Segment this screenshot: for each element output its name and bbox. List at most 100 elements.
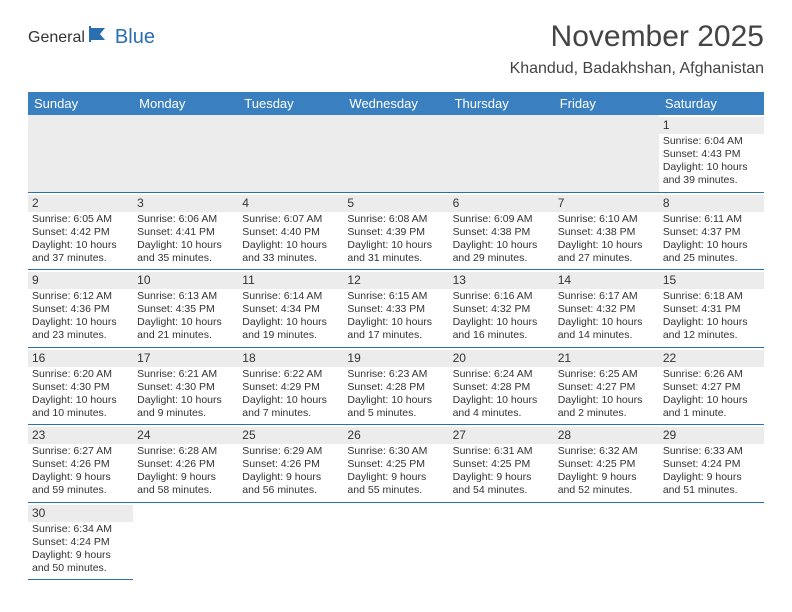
title-block: November 2025 Khandud, Badakhshan, Afgha… [510,20,764,78]
sunrise-line: Sunrise: 6:18 AM [663,290,760,303]
day-details: Sunrise: 6:14 AMSunset: 4:34 PMDaylight:… [242,290,339,343]
day-details: Sunrise: 6:12 AMSunset: 4:36 PMDaylight:… [32,290,129,343]
day-number: 30 [28,505,133,522]
sunrise-line: Sunrise: 6:28 AM [137,445,234,458]
day-details: Sunrise: 6:07 AMSunset: 4:40 PMDaylight:… [242,213,339,266]
sunset-line: Sunset: 4:26 PM [32,458,129,471]
day-cell: 1Sunrise: 6:04 AMSunset: 4:43 PMDaylight… [659,115,764,192]
daylight-line: Daylight: 9 hours and 51 minutes. [663,471,760,497]
sunset-line: Sunset: 4:35 PM [137,303,234,316]
day-details: Sunrise: 6:15 AMSunset: 4:33 PMDaylight:… [347,290,444,343]
sunrise-line: Sunrise: 6:16 AM [453,290,550,303]
day-number: 2 [28,195,133,212]
day-number: 4 [238,195,343,212]
day-cell: 20Sunrise: 6:24 AMSunset: 4:28 PMDayligh… [449,347,554,425]
daylight-line: Daylight: 10 hours and 7 minutes. [242,394,339,420]
day-cell: 24Sunrise: 6:28 AMSunset: 4:26 PMDayligh… [133,425,238,503]
empty-cell [659,502,764,580]
day-cell: 16Sunrise: 6:20 AMSunset: 4:30 PMDayligh… [28,347,133,425]
day-details: Sunrise: 6:21 AMSunset: 4:30 PMDaylight:… [137,368,234,421]
daylight-line: Daylight: 10 hours and 19 minutes. [242,316,339,342]
day-number: 8 [659,195,764,212]
day-number: 22 [659,350,764,367]
day-number: 10 [133,272,238,289]
day-cell: 13Sunrise: 6:16 AMSunset: 4:32 PMDayligh… [449,270,554,348]
day-number: 1 [659,117,764,134]
day-cell: 22Sunrise: 6:26 AMSunset: 4:27 PMDayligh… [659,347,764,425]
day-number: 5 [343,195,448,212]
day-details: Sunrise: 6:23 AMSunset: 4:28 PMDaylight:… [347,368,444,421]
day-cell: 18Sunrise: 6:22 AMSunset: 4:29 PMDayligh… [238,347,343,425]
day-details: Sunrise: 6:10 AMSunset: 4:38 PMDaylight:… [558,213,655,266]
day-number: 18 [238,350,343,367]
day-details: Sunrise: 6:31 AMSunset: 4:25 PMDaylight:… [453,445,550,498]
calendar-table: Sunday Monday Tuesday Wednesday Thursday… [28,92,764,580]
daylight-line: Daylight: 9 hours and 52 minutes. [558,471,655,497]
empty-cell [343,502,448,580]
day-number: 26 [343,427,448,444]
day-cell: 21Sunrise: 6:25 AMSunset: 4:27 PMDayligh… [554,347,659,425]
sunset-line: Sunset: 4:25 PM [347,458,444,471]
sunrise-line: Sunrise: 6:24 AM [453,368,550,381]
daylight-line: Daylight: 10 hours and 10 minutes. [32,394,129,420]
daylight-line: Daylight: 10 hours and 1 minute. [663,394,760,420]
daylight-line: Daylight: 10 hours and 5 minutes. [347,394,444,420]
day-details: Sunrise: 6:17 AMSunset: 4:32 PMDaylight:… [558,290,655,343]
empty-cell [343,115,448,192]
day-cell: 10Sunrise: 6:13 AMSunset: 4:35 PMDayligh… [133,270,238,348]
day-number: 7 [554,195,659,212]
daylight-line: Daylight: 10 hours and 29 minutes. [453,239,550,265]
daylight-line: Daylight: 9 hours and 59 minutes. [32,471,129,497]
sunrise-line: Sunrise: 6:08 AM [347,213,444,226]
sunrise-line: Sunrise: 6:33 AM [663,445,760,458]
daylight-line: Daylight: 10 hours and 12 minutes. [663,316,760,342]
day-cell: 17Sunrise: 6:21 AMSunset: 4:30 PMDayligh… [133,347,238,425]
day-details: Sunrise: 6:11 AMSunset: 4:37 PMDaylight:… [663,213,760,266]
day-details: Sunrise: 6:06 AMSunset: 4:41 PMDaylight:… [137,213,234,266]
sunset-line: Sunset: 4:25 PM [453,458,550,471]
day-cell: 29Sunrise: 6:33 AMSunset: 4:24 PMDayligh… [659,425,764,503]
sunset-line: Sunset: 4:38 PM [558,226,655,239]
sunrise-line: Sunrise: 6:12 AM [32,290,129,303]
weekday-friday: Friday [554,92,659,115]
sunrise-line: Sunrise: 6:15 AM [347,290,444,303]
day-number: 14 [554,272,659,289]
sunrise-line: Sunrise: 6:31 AM [453,445,550,458]
daylight-line: Daylight: 10 hours and 33 minutes. [242,239,339,265]
sunset-line: Sunset: 4:37 PM [663,226,760,239]
sunrise-line: Sunrise: 6:22 AM [242,368,339,381]
brand-logo: General Blue [28,26,155,49]
empty-cell [554,115,659,192]
sunrise-line: Sunrise: 6:14 AM [242,290,339,303]
sunset-line: Sunset: 4:30 PM [137,381,234,394]
day-details: Sunrise: 6:04 AMSunset: 4:43 PMDaylight:… [663,135,760,188]
sunset-line: Sunset: 4:26 PM [137,458,234,471]
day-details: Sunrise: 6:33 AMSunset: 4:24 PMDaylight:… [663,445,760,498]
daylight-line: Daylight: 10 hours and 2 minutes. [558,394,655,420]
sunset-line: Sunset: 4:39 PM [347,226,444,239]
daylight-line: Daylight: 10 hours and 25 minutes. [663,239,760,265]
day-details: Sunrise: 6:18 AMSunset: 4:31 PMDaylight:… [663,290,760,343]
daylight-line: Daylight: 10 hours and 21 minutes. [137,316,234,342]
day-details: Sunrise: 6:28 AMSunset: 4:26 PMDaylight:… [137,445,234,498]
daylight-line: Daylight: 9 hours and 58 minutes. [137,471,234,497]
empty-cell [449,502,554,580]
day-cell: 7Sunrise: 6:10 AMSunset: 4:38 PMDaylight… [554,192,659,270]
sunset-line: Sunset: 4:32 PM [558,303,655,316]
day-number: 29 [659,427,764,444]
sunrise-line: Sunrise: 6:32 AM [558,445,655,458]
sunrise-line: Sunrise: 6:25 AM [558,368,655,381]
sunrise-line: Sunrise: 6:30 AM [347,445,444,458]
day-details: Sunrise: 6:24 AMSunset: 4:28 PMDaylight:… [453,368,550,421]
day-number: 23 [28,427,133,444]
day-number: 9 [28,272,133,289]
sunrise-line: Sunrise: 6:07 AM [242,213,339,226]
calendar-row: 23Sunrise: 6:27 AMSunset: 4:26 PMDayligh… [28,425,764,503]
daylight-line: Daylight: 10 hours and 17 minutes. [347,316,444,342]
day-details: Sunrise: 6:34 AMSunset: 4:24 PMDaylight:… [32,523,129,576]
daylight-line: Daylight: 10 hours and 39 minutes. [663,161,760,187]
day-cell: 25Sunrise: 6:29 AMSunset: 4:26 PMDayligh… [238,425,343,503]
calendar-row: 30Sunrise: 6:34 AMSunset: 4:24 PMDayligh… [28,502,764,580]
day-number: 13 [449,272,554,289]
sunrise-line: Sunrise: 6:06 AM [137,213,234,226]
